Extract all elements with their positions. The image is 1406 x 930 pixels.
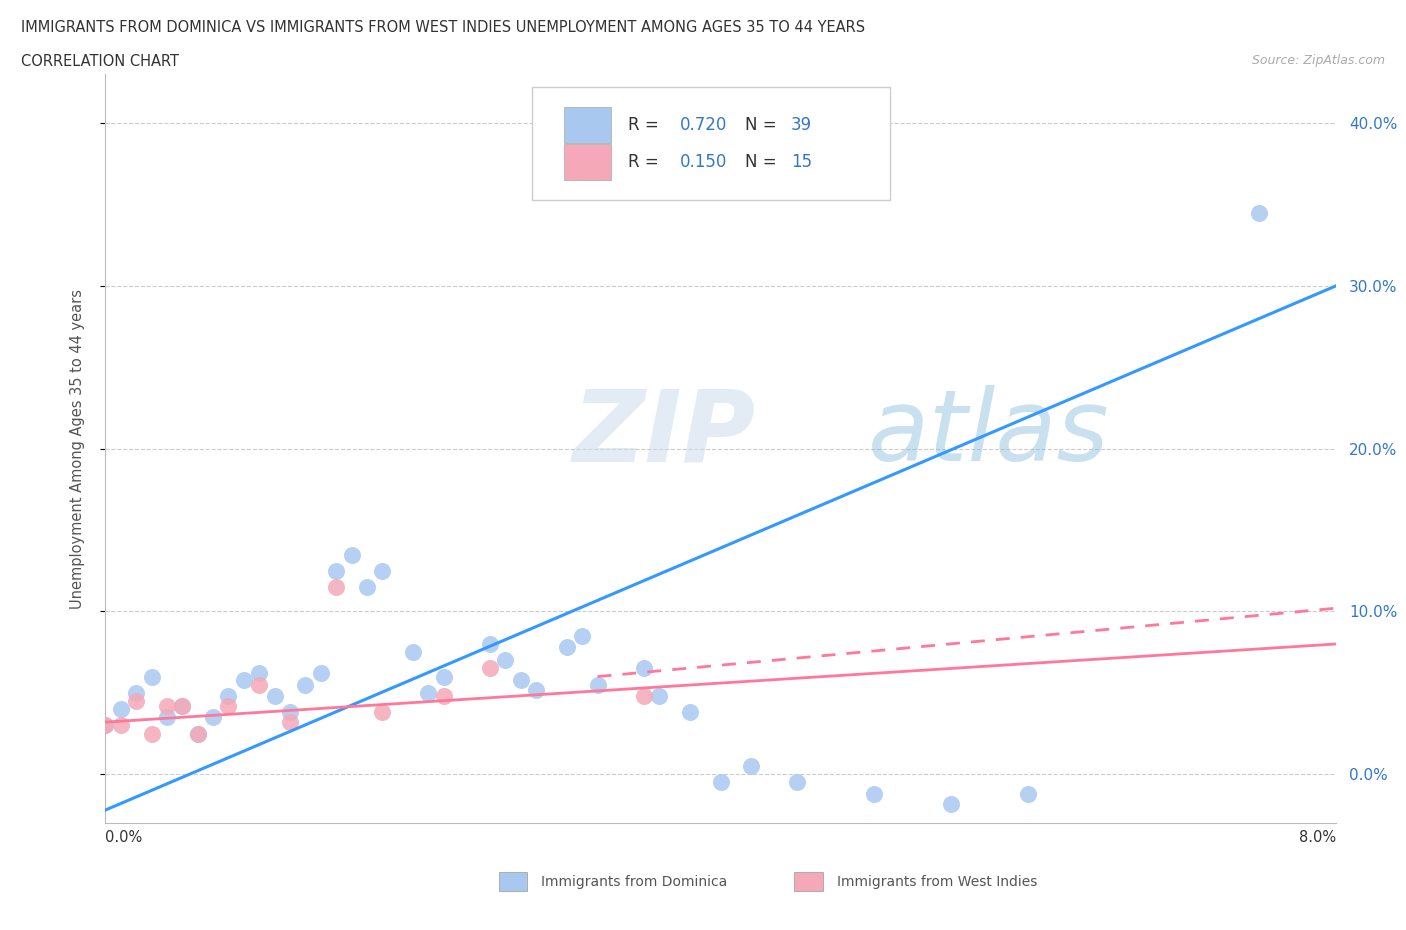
- Point: [110, 702, 132, 717]
- Point: [110, 718, 132, 733]
- Point: [648, 688, 671, 703]
- Point: [202, 710, 225, 724]
- Point: [325, 564, 347, 578]
- Text: Immigrants from West Indies: Immigrants from West Indies: [837, 874, 1038, 889]
- Text: 0.720: 0.720: [681, 115, 727, 134]
- Text: 0.0%: 0.0%: [105, 830, 142, 845]
- Y-axis label: Unemployment Among Ages 35 to 44 years: Unemployment Among Ages 35 to 44 years: [70, 288, 84, 609]
- Point: [125, 685, 148, 700]
- Point: [232, 672, 254, 687]
- Text: Immigrants from Dominica: Immigrants from Dominica: [541, 874, 727, 889]
- Point: [433, 688, 456, 703]
- Point: [187, 726, 209, 741]
- Text: 0.150: 0.150: [681, 153, 727, 171]
- Point: [247, 666, 270, 681]
- Text: 15: 15: [790, 153, 811, 171]
- Text: N =: N =: [745, 115, 782, 134]
- Point: [863, 787, 886, 802]
- Point: [263, 688, 285, 703]
- Point: [1247, 206, 1270, 220]
- Text: N =: N =: [745, 153, 782, 171]
- Point: [356, 579, 378, 594]
- Text: IMMIGRANTS FROM DOMINICA VS IMMIGRANTS FROM WEST INDIES UNEMPLOYMENT AMONG AGES : IMMIGRANTS FROM DOMINICA VS IMMIGRANTS F…: [21, 20, 865, 35]
- Point: [94, 718, 117, 733]
- Text: Source: ZipAtlas.com: Source: ZipAtlas.com: [1251, 54, 1385, 67]
- Point: [172, 698, 194, 713]
- Point: [524, 683, 547, 698]
- Point: [1017, 787, 1039, 802]
- Point: [509, 672, 531, 687]
- Point: [494, 653, 516, 668]
- Point: [710, 775, 733, 790]
- Point: [433, 670, 456, 684]
- Point: [218, 688, 240, 703]
- Point: [418, 685, 440, 700]
- Text: 8.0%: 8.0%: [1299, 830, 1336, 845]
- Point: [218, 698, 240, 713]
- Point: [586, 677, 609, 692]
- Text: CORRELATION CHART: CORRELATION CHART: [21, 54, 179, 69]
- FancyBboxPatch shape: [499, 872, 527, 891]
- Point: [371, 705, 394, 720]
- Text: R =: R =: [628, 115, 664, 134]
- FancyBboxPatch shape: [564, 107, 612, 142]
- Text: atlas: atlas: [869, 385, 1109, 483]
- Point: [478, 637, 501, 652]
- Point: [941, 796, 963, 811]
- Point: [478, 661, 501, 676]
- Point: [555, 640, 578, 655]
- Point: [278, 705, 301, 720]
- Point: [325, 579, 347, 594]
- Point: [679, 705, 702, 720]
- FancyBboxPatch shape: [794, 872, 823, 891]
- FancyBboxPatch shape: [533, 87, 890, 200]
- Point: [125, 694, 148, 709]
- Point: [156, 710, 179, 724]
- Point: [309, 666, 332, 681]
- Point: [571, 629, 593, 644]
- Point: [172, 698, 194, 713]
- Point: [340, 547, 363, 562]
- Point: [402, 644, 425, 659]
- Point: [94, 718, 117, 733]
- Point: [187, 726, 209, 741]
- FancyBboxPatch shape: [564, 144, 612, 180]
- Point: [294, 677, 316, 692]
- Text: R =: R =: [628, 153, 664, 171]
- Text: 39: 39: [790, 115, 811, 134]
- Point: [278, 714, 301, 729]
- Point: [633, 688, 655, 703]
- Point: [786, 775, 808, 790]
- Point: [247, 677, 270, 692]
- Point: [371, 564, 394, 578]
- Point: [141, 670, 163, 684]
- Point: [156, 698, 179, 713]
- Text: ZIP: ZIP: [574, 385, 756, 483]
- Point: [633, 661, 655, 676]
- Point: [740, 759, 762, 774]
- Point: [141, 726, 163, 741]
